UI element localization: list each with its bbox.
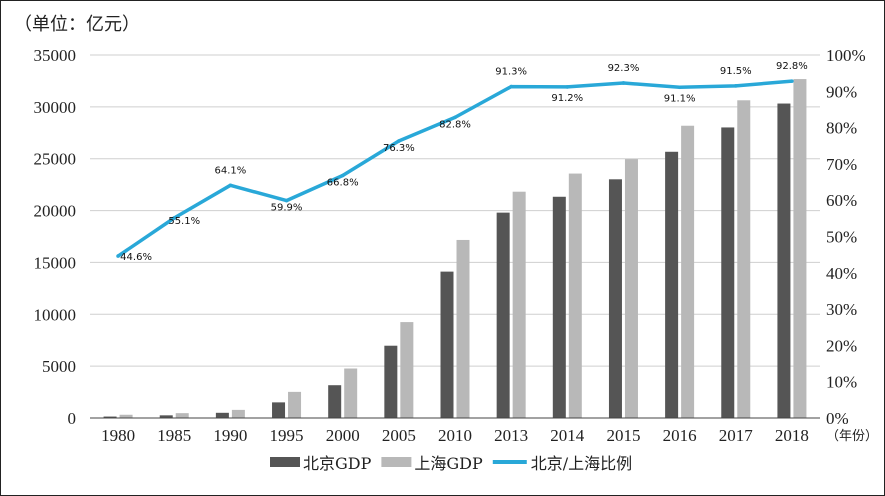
bar-beijing: [665, 151, 679, 418]
bar-shanghai: [681, 125, 695, 418]
ratio-line-group: 44.6% 55.1% 64.1% 59.9% 66.8% 76.3% 82.8% 91.3%…: [116, 61, 808, 263]
x-tick-label: 2014: [550, 426, 585, 445]
bar-shanghai: [288, 391, 302, 418]
axes-group: 0 5000 10000 15000 20000 25000 30000 35000 0% 10%…: [34, 46, 866, 445]
bar-beijing: [272, 402, 286, 418]
bar-beijing: [552, 196, 566, 418]
ratio-data-label: 91.2%: [551, 93, 583, 104]
bar-shanghai: [400, 322, 414, 418]
x-tick-label: 1995: [270, 426, 304, 445]
ratio-point: [340, 173, 345, 178]
y-right-tick-label: 20%: [826, 336, 857, 355]
x-tick-label: 2016: [663, 426, 697, 445]
bar-shanghai: [793, 79, 807, 419]
x-tick-label: 2000: [326, 426, 360, 445]
legend-swatch: [492, 460, 527, 464]
bar-beijing: [384, 345, 398, 418]
bar-shanghai: [512, 191, 526, 418]
y-right-tick-label: 100%: [826, 46, 866, 65]
y-right-tick-label: 0%: [826, 409, 849, 428]
ratio-point: [565, 85, 570, 89]
ratio-data-label: 59.9%: [271, 203, 303, 214]
bar-beijing: [721, 127, 735, 418]
legend-swatch: [381, 457, 412, 467]
ratio-point: [790, 79, 794, 83]
x-unit-label: （年份）: [826, 429, 878, 444]
x-tick-label: 1980: [101, 426, 135, 445]
x-tick-label: 2005: [382, 426, 416, 445]
x-tick-label: 2010: [438, 426, 472, 445]
x-tick-label: 2017: [719, 426, 754, 445]
y-right-tick-label: 80%: [826, 119, 857, 138]
y-right-tick-label: 30%: [826, 300, 857, 319]
legend-label: 上海GDP: [414, 454, 483, 473]
y-left-tick-label: 25000: [34, 150, 77, 169]
ratio-data-label: 55.1%: [168, 216, 200, 227]
bar-shanghai: [175, 413, 189, 418]
y-right-tick-label: 10%: [826, 373, 857, 392]
bar-beijing: [608, 179, 622, 418]
bar-shanghai: [344, 368, 358, 418]
ratio-point: [284, 198, 289, 203]
ratio-data-label: 91.3%: [495, 67, 527, 78]
ratio-data-label: 64.1%: [214, 165, 246, 176]
y-right-tick-label: 40%: [826, 264, 857, 283]
x-tick-label: 2018: [775, 426, 809, 445]
ratio-point: [116, 254, 120, 258]
bar-beijing: [496, 212, 510, 418]
y-right-tick-label: 70%: [826, 155, 857, 174]
ratio-data-label: 91.5%: [720, 66, 752, 77]
grid-lines: [90, 54, 820, 419]
ratio-data-label: 92.3%: [608, 63, 640, 74]
y-left-tick-label: 10000: [34, 305, 77, 324]
ratio-point: [228, 183, 233, 188]
y-left-tick-label: 30000: [34, 98, 77, 117]
ratio-point: [453, 115, 457, 120]
y-left-tick-label: 20000: [34, 202, 77, 221]
unit-label: （单位：亿元）: [14, 14, 140, 35]
ratio-point: [509, 84, 513, 89]
bars-group: [103, 79, 807, 419]
x-tick-label: 1985: [157, 426, 191, 445]
bar-shanghai: [737, 100, 751, 419]
y-right-tick-label: 60%: [826, 191, 857, 210]
bar-shanghai: [119, 414, 133, 418]
ratio-point: [677, 85, 682, 90]
bar-beijing: [103, 416, 117, 418]
bar-shanghai: [568, 173, 582, 418]
bar-shanghai: [231, 409, 245, 418]
bar-beijing: [159, 415, 173, 418]
legend-label: 北京/上海比例: [531, 454, 632, 473]
ratio-data-label: 82.8%: [439, 119, 471, 130]
ratio-data-label: 91.1%: [664, 93, 696, 104]
ratio-point: [621, 81, 626, 85]
bar-shanghai: [456, 239, 470, 418]
ratio-point: [172, 216, 177, 220]
legend: 北京GDP 上海GDP 北京/上海比例: [270, 454, 632, 473]
y-left-tick-label: 0: [68, 409, 77, 428]
ratio-point: [733, 84, 738, 88]
ratio-data-label: 92.8%: [776, 61, 808, 72]
y-right-tick-label: 90%: [826, 82, 857, 101]
ratio-data-label: 76.3%: [383, 143, 415, 154]
bar-beijing: [215, 412, 229, 418]
y-left-tick-label: 5000: [42, 357, 76, 376]
legend-swatch: [270, 457, 300, 467]
ratio-data-label: 44.6%: [120, 252, 152, 263]
x-tick-label: 2013: [494, 426, 528, 445]
x-tick-label: 2015: [606, 426, 640, 445]
bar-beijing: [440, 271, 454, 418]
bar-shanghai: [624, 159, 638, 419]
legend-label: 北京GDP: [303, 454, 372, 473]
y-left-tick-label: 35000: [34, 46, 77, 65]
ratio-data-label: 66.8%: [327, 178, 359, 189]
y-left-tick-label: 15000: [34, 253, 77, 272]
x-tick-label: 1990: [213, 426, 247, 445]
y-right-tick-label: 50%: [826, 228, 857, 247]
ratio-point: [397, 139, 401, 143]
bar-beijing: [777, 103, 791, 419]
bar-beijing: [328, 385, 342, 418]
